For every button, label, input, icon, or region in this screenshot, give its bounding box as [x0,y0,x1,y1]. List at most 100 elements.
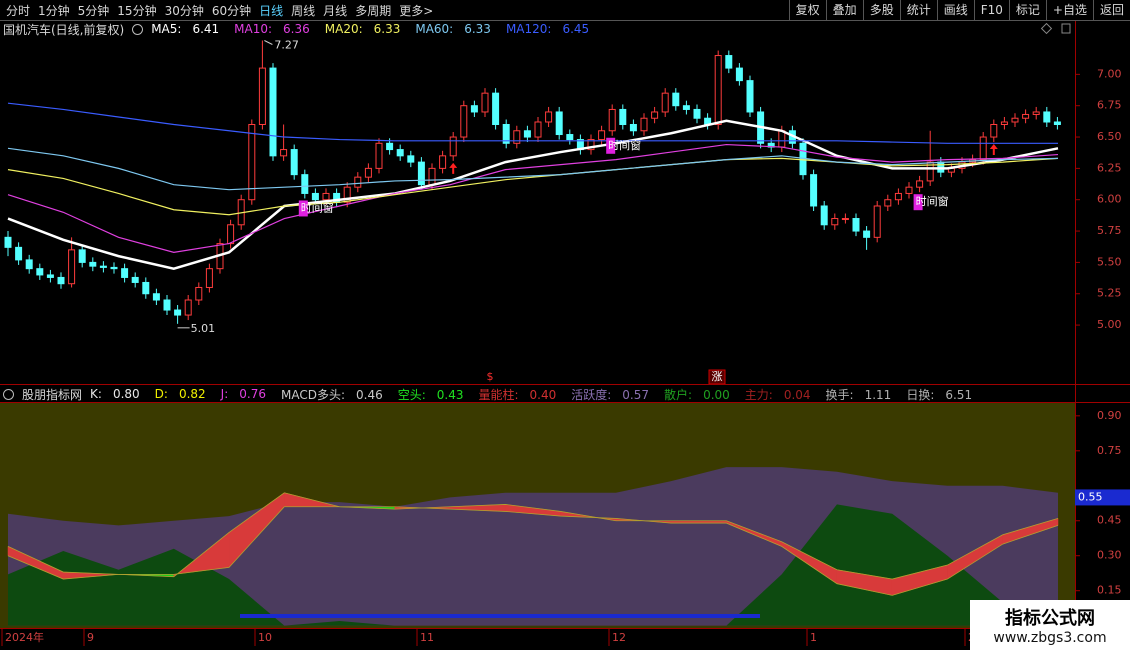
readout-label: 日换: [906,387,935,402]
candle-body [364,167,372,178]
period-tab[interactable]: 5分钟 [77,3,110,18]
candle-body [386,142,394,151]
legend-label: MA20: [324,22,363,36]
signal-label: 时间窗 [608,138,641,152]
candle-body [481,92,489,113]
candle-body [682,105,690,110]
candle-body [598,130,606,141]
indicator-title: 股朋指标网 [22,387,83,402]
candle-body [46,274,54,278]
readout: MACD多头: 0.46 [281,386,391,403]
arrow [264,40,273,45]
candle-body [566,134,574,141]
candle-body [470,105,478,113]
candle-body [4,236,12,248]
period-tab[interactable]: 1分钟 [38,3,70,18]
readout-label: D: [154,387,168,401]
candle-body [311,192,319,201]
readout-value: 0.46 [356,387,383,402]
candle-body [492,92,500,126]
period-tab[interactable]: 15分钟 [117,3,157,18]
date-label: 12 [612,631,626,644]
candle-body [661,92,669,113]
y-tick-label: 5.00 [1097,318,1122,331]
readout-value: 0.40 [529,387,557,402]
readout: 主力: 0.04 [745,386,819,403]
tool-button[interactable]: 多股 [862,0,900,20]
candle-body [174,309,182,316]
buy-arrow [449,162,458,174]
y-tick-label: 0.90 [1097,409,1122,422]
axes: 5.00 5.25 5.50 5.75 6.00 6.25 6.50 6.75 7.00 0.15… [0,20,1130,650]
tool-button[interactable]: 标记 [1008,0,1046,20]
candle-body [269,67,277,157]
candle-body [396,149,404,157]
tool-button[interactable]: 返回 [1092,0,1130,20]
candle-body [894,192,902,201]
readout-label: 主力: [744,387,773,402]
candle-body [439,155,447,169]
period-tab[interactable]: 30分钟 [164,3,204,18]
readout-label: J: [220,387,229,401]
candle-body [884,199,892,207]
macd-line [7,506,1059,596]
period-tab[interactable]: 周线 [291,3,316,18]
readout-value: 0.43 [436,387,464,402]
date-label: 2024年 [5,630,44,644]
tool-button[interactable]: 叠加 [825,0,863,20]
candle-body [916,180,924,188]
readout: J: 0.76 [221,387,274,401]
candle-body [258,67,266,126]
readout-label: 活跃度: [571,387,612,402]
candle-body [873,205,881,238]
icon [1040,22,1053,35]
period-tab[interactable]: 分时 [6,3,31,18]
candle-body [587,139,595,151]
candle-body [428,167,436,186]
watermark-title: 指标公式网 [1005,608,1095,629]
candle-body [640,117,648,132]
candle-body [15,246,23,261]
ma-line [7,147,1059,191]
period-tab[interactable]: 60分钟 [211,3,252,18]
readout-value: 6.51 [945,387,973,402]
tool-buttons: 复权 叠加 多股 统计 画线 F10 标记 +自选 返回 [788,0,1130,20]
tool-button[interactable]: 统计 [899,0,937,20]
tool-button[interactable]: 复权 [788,0,826,20]
candle-body [407,155,415,163]
candle-body [937,161,945,173]
candle-body [534,121,542,138]
readout: 换手: 1.11 [826,386,900,403]
candle-body [375,142,383,169]
price-legend: 国机汽车(日线,前复权) MA5: 6.41 MA10: 6.36 MA20: 6.33 M… [3,19,604,39]
baseline-band [240,614,760,618]
indicator-panel [0,403,1075,628]
legend-entry: MA60: 6.33 [415,22,499,36]
candle-body [810,174,818,207]
readout: 空头: 0.43 [398,386,472,403]
readout-value: 0.76 [239,387,266,401]
period-tab[interactable]: 日线 [259,3,284,18]
tool-button[interactable]: 画线 [936,0,974,20]
tool-button[interactable]: F10 [973,0,1009,20]
icon [132,23,144,35]
candle-body [78,249,86,263]
candle-body [502,124,510,144]
y-tick-label: 6.75 [1097,99,1122,112]
period-tab[interactable]: 多周期 [355,3,392,18]
legend-entry: MA20: 6.33 [325,22,409,36]
period-tab[interactable]: 更多> [399,3,434,18]
marker: $ [487,370,494,383]
legend-entry: MA10: 6.36 [234,22,318,36]
period-tab[interactable]: 月线 [323,3,348,18]
y-tick-label: 6.25 [1097,161,1122,174]
date-label: 11 [420,631,434,644]
candle-body [629,124,637,132]
tool-button[interactable]: +自选 [1045,0,1093,20]
ma-line [7,102,1058,144]
readout-label: 散户: [664,387,693,402]
y-tick-label: 0.75 [1097,444,1122,457]
legend-value: 6.33 [464,22,491,36]
candle-body [1032,111,1040,115]
